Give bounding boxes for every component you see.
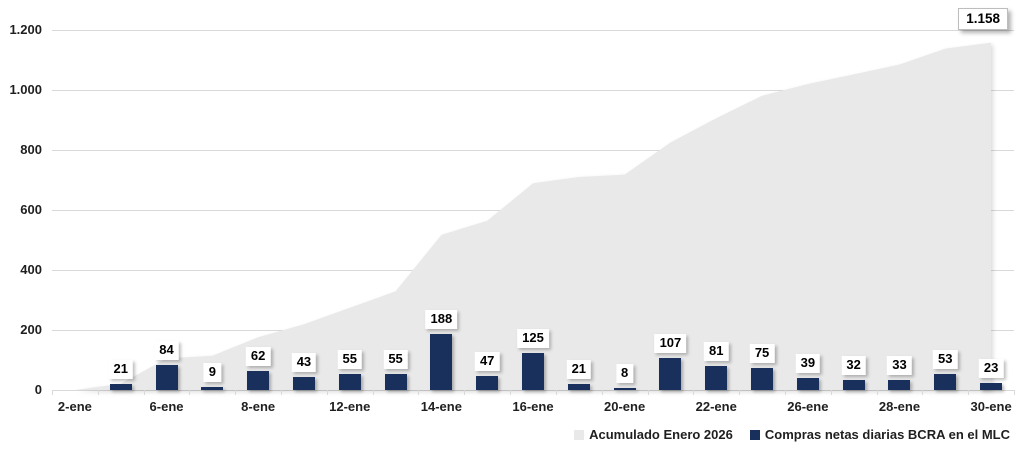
- x-axis-label-26-ene: 26-ene: [787, 399, 829, 414]
- bar-value-label-14-ene: 188: [425, 309, 458, 329]
- bar-value-label-23-ene: 75: [749, 343, 775, 363]
- bar-9-ene: [292, 377, 315, 390]
- bar-value-label-9-ene: 43: [291, 353, 317, 373]
- x-axis-tick: [52, 390, 53, 395]
- x-axis-tick: [693, 390, 695, 395]
- x-axis-tick: [510, 390, 512, 395]
- x-axis-tick: [189, 390, 191, 395]
- gridline-0: [52, 389, 1014, 391]
- legend-item-acumulado: Acumulado Enero 2026: [574, 427, 733, 443]
- bar-value-label-13-ene: 55: [383, 349, 408, 369]
- bar-30-ene: [980, 383, 1003, 390]
- x-axis-tick: [235, 390, 237, 395]
- x-axis-tick: [922, 390, 924, 395]
- x-axis-tick: [281, 390, 283, 395]
- y-axis-label-200: 200: [20, 322, 42, 337]
- legend-label-compras: Compras netas diarias BCRA en el MLC: [764, 427, 1010, 442]
- x-axis-tick: [968, 390, 970, 395]
- x-axis-tick: [739, 390, 741, 395]
- legend: Acumulado Enero 2026 Compras netas diari…: [574, 427, 1010, 443]
- gridline-1.200: [52, 29, 1014, 31]
- bar-23-ene: [751, 367, 774, 390]
- bar-value-label-7-ene: 9: [203, 363, 221, 383]
- bar-5-ene: [109, 383, 132, 390]
- x-axis-label-6-ene: 6-ene: [149, 399, 184, 414]
- x-axis-tick: [372, 390, 374, 395]
- bar-6-ene: [155, 364, 178, 390]
- bar-value-label-19-ene: 21: [566, 359, 592, 379]
- bar-29-ene: [934, 374, 957, 390]
- bar-value-label-8-ene: 62: [245, 347, 271, 367]
- bar-13-ene: [384, 373, 407, 390]
- bar-value-label-30-ene: 23: [978, 359, 1004, 379]
- bar-value-label-27-ene: 32: [841, 356, 866, 376]
- legend-swatch-bar: [749, 430, 760, 440]
- x-axis-label-22-ene: 22-ene: [695, 399, 737, 414]
- bar-value-label-12-ene: 55: [337, 349, 362, 369]
- area-polygon: [74, 42, 992, 390]
- cumulative-end-label: 1.158: [958, 8, 1008, 30]
- bar-16-ene: [522, 352, 544, 390]
- bar-value-label-5-ene: 21: [108, 359, 133, 379]
- x-axis-label-20-ene: 20-ene: [604, 399, 646, 414]
- x-axis-tick: [418, 390, 420, 395]
- bar-value-label-16-ene: 125: [517, 328, 549, 348]
- y-axis-label-800: 800: [20, 142, 42, 157]
- bar-12-ene: [338, 373, 361, 390]
- gridline-1.000: [52, 89, 1014, 91]
- bar-value-label-20-ene: 8: [615, 363, 634, 383]
- gridline-800: [52, 149, 1014, 151]
- bar-26-ene: [796, 378, 819, 390]
- area-series-acumulado: [74, 42, 992, 390]
- bar-20-ene: [613, 387, 636, 390]
- x-axis-label-8-ene: 8-ene: [241, 399, 276, 414]
- x-axis-tick: [784, 390, 786, 395]
- x-axis-tick: [326, 390, 328, 395]
- x-axis-label-2-ene: 2-ene: [57, 399, 92, 414]
- bar-14-ene: [430, 333, 453, 390]
- x-axis-tick: [647, 390, 649, 395]
- bar-28-ene: [888, 380, 911, 390]
- bar-7-ene: [201, 387, 224, 390]
- bar-value-label-6-ene: 84: [154, 340, 179, 360]
- bar-8-ene: [247, 371, 270, 390]
- y-axis-label-1.200: 1.200: [9, 22, 42, 37]
- x-axis-tick: [876, 390, 878, 395]
- bar-value-label-21-ene: 107: [654, 333, 687, 353]
- x-axis-tick: [464, 390, 466, 395]
- bar-27-ene: [842, 380, 865, 390]
- y-axis-label-0: 0: [34, 382, 42, 397]
- bar-value-label-29-ene: 53: [933, 350, 958, 370]
- legend-item-compras: Compras netas diarias BCRA en el MLC: [749, 427, 1010, 443]
- y-axis-label-600: 600: [20, 202, 42, 217]
- bar-value-label-22-ene: 81: [704, 341, 729, 361]
- y-axis-label-1.000: 1.000: [9, 82, 42, 97]
- bar-value-label-28-ene: 33: [887, 356, 912, 376]
- x-axis-tick: [97, 390, 99, 395]
- x-axis-label-14-ene: 14-ene: [420, 399, 462, 414]
- y-axis-label-400: 400: [20, 262, 42, 277]
- x-axis-tick: [555, 390, 557, 395]
- x-axis-label-30-ene: 30-ene: [970, 399, 1012, 414]
- x-axis-label-12-ene: 12-ene: [329, 399, 371, 414]
- bar-19-ene: [567, 383, 590, 390]
- x-axis-tick: [143, 390, 145, 395]
- bar-22-ene: [705, 365, 728, 390]
- legend-swatch-area: [574, 430, 585, 440]
- bar-value-label-26-ene: 39: [795, 354, 821, 374]
- legend-label-acumulado: Acumulado Enero 2026: [589, 427, 733, 442]
- bar-value-label-15-ene: 47: [474, 351, 500, 371]
- x-axis-label-28-ene: 28-ene: [878, 399, 921, 414]
- x-axis-tick: [1014, 390, 1015, 395]
- bar-15-ene: [476, 375, 499, 390]
- x-axis-tick: [601, 390, 603, 395]
- bar-21-ene: [659, 357, 682, 390]
- x-axis-label-16-ene: 16-ene: [512, 399, 554, 414]
- x-axis-tick: [830, 390, 832, 395]
